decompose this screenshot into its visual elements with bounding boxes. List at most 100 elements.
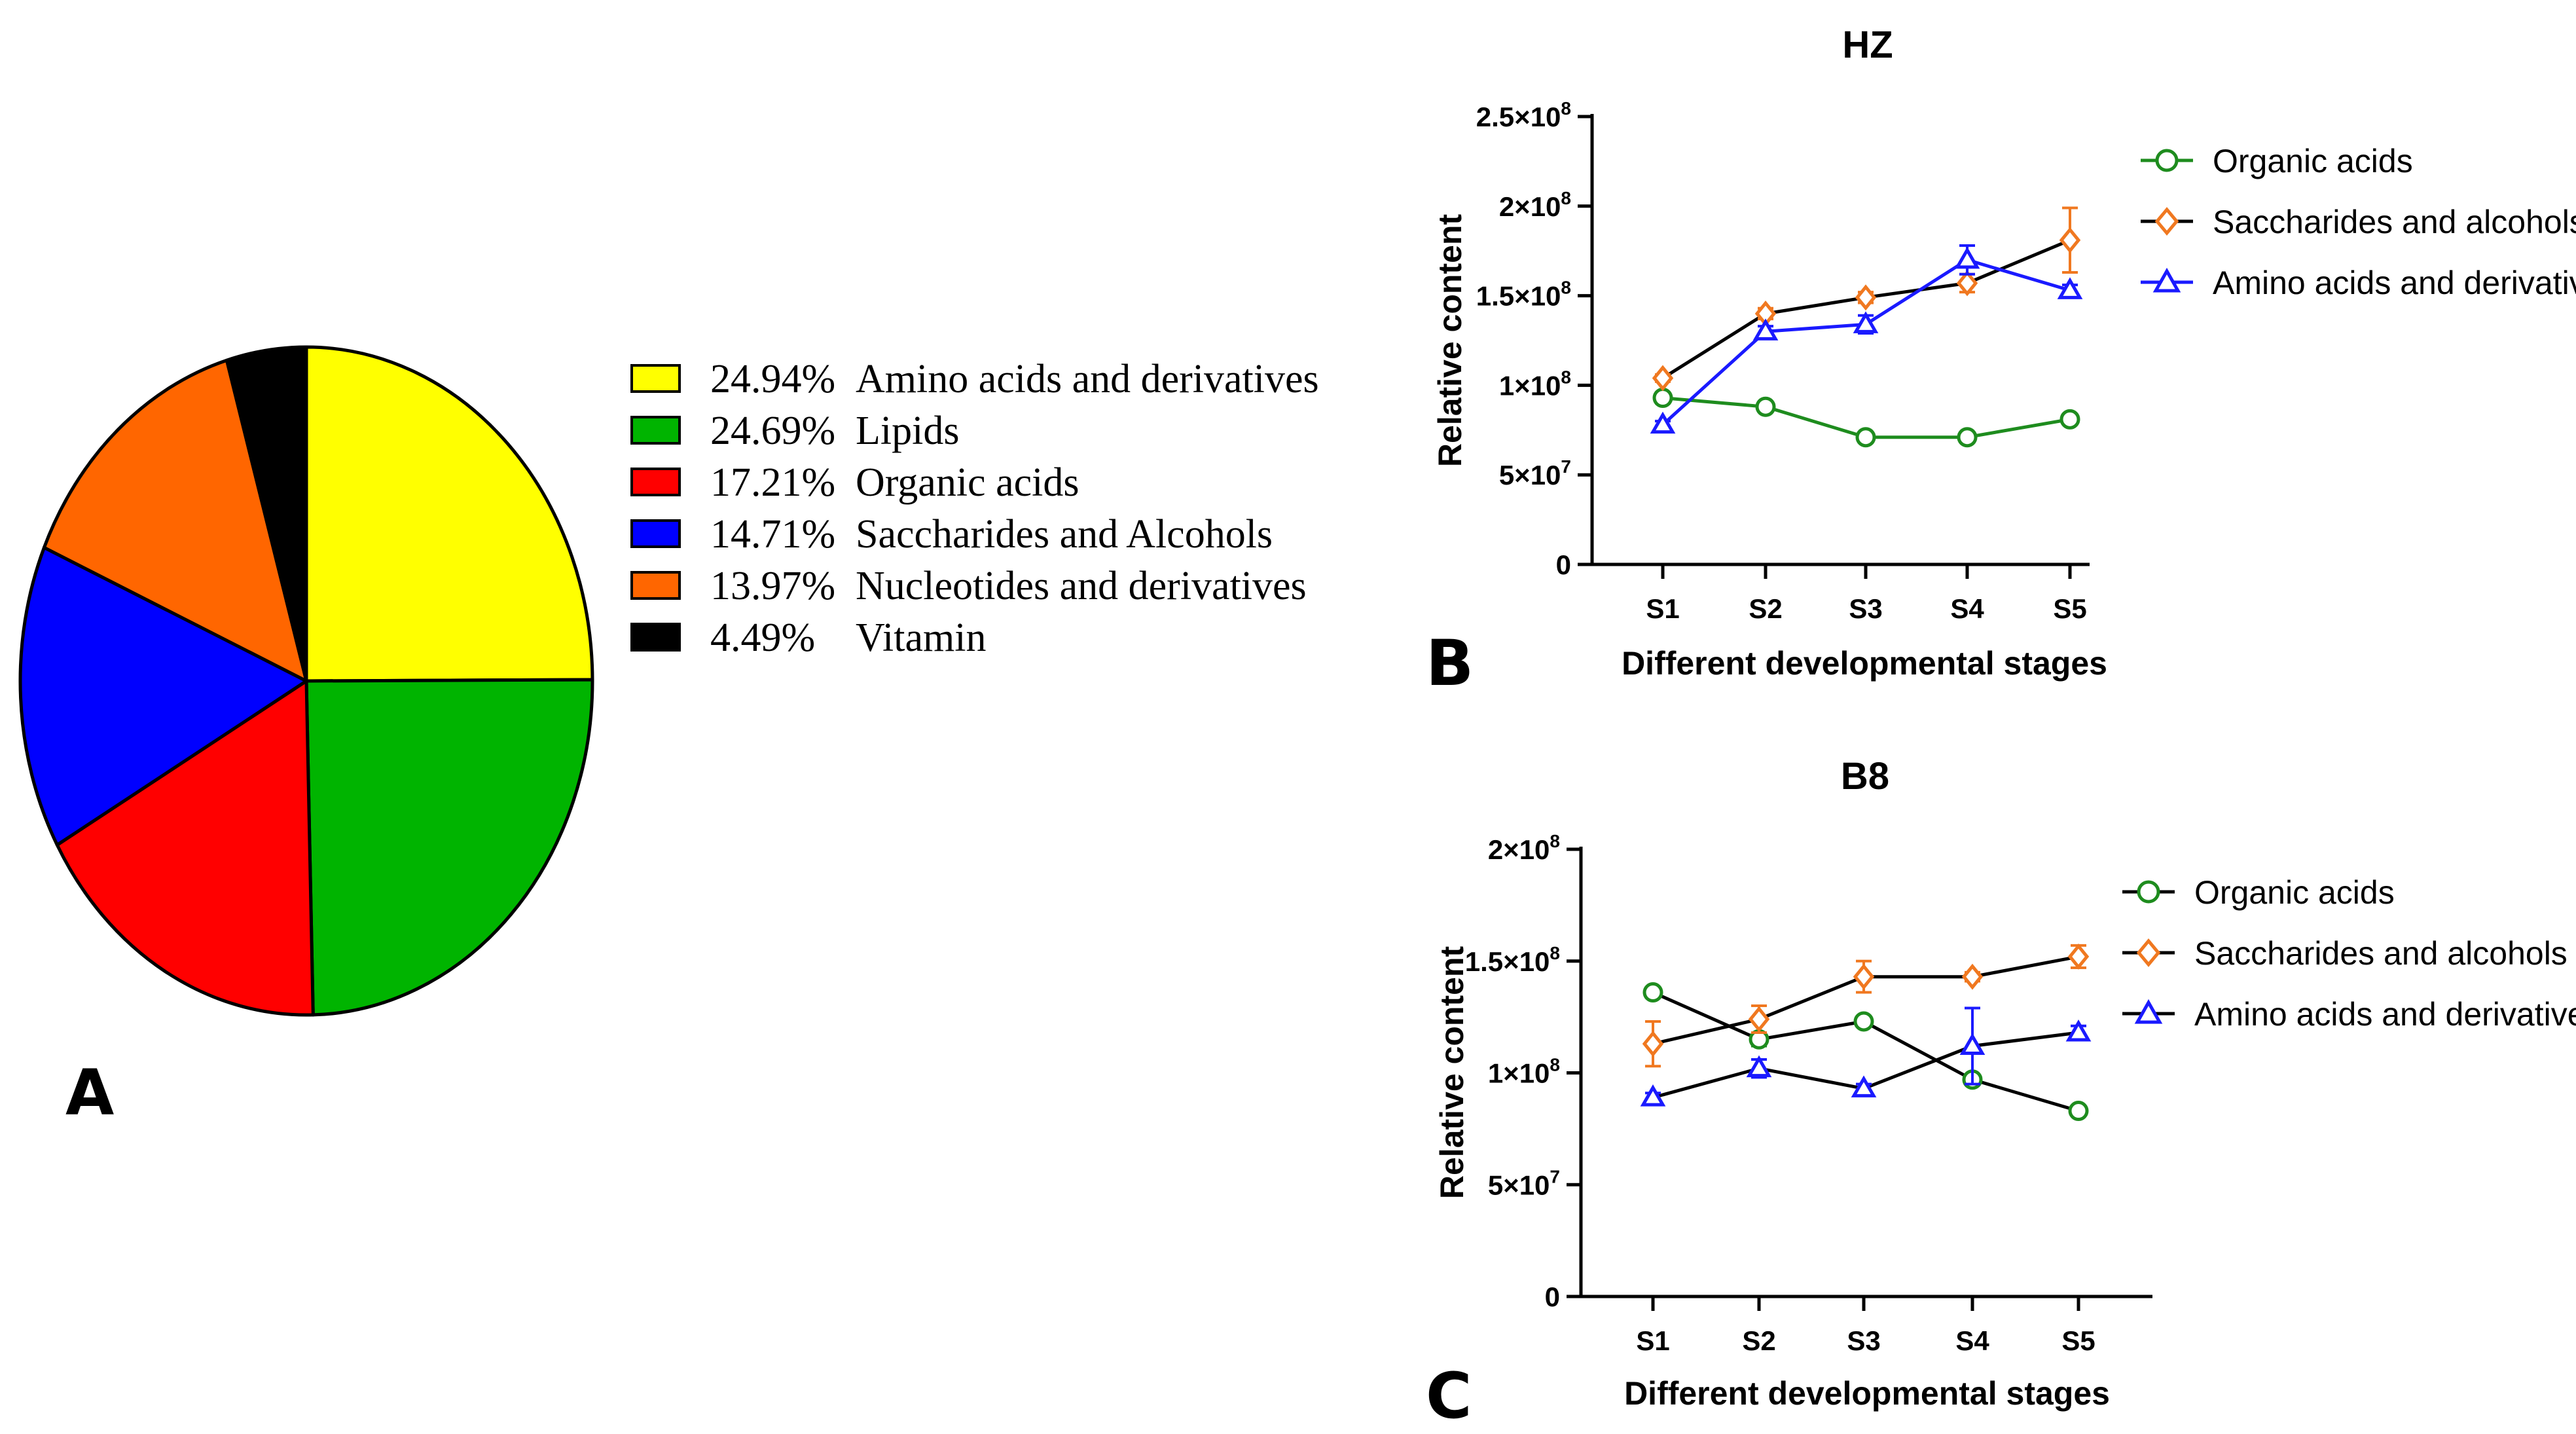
pie-legend-swatch-saccharides-and-alcohols — [630, 519, 681, 548]
legend-label-saccharides-and-alcohols: Saccharides and alcohols — [2194, 935, 2567, 972]
y-tick-label: 1×108 — [1488, 1055, 1560, 1089]
triangle-marker — [2057, 277, 2083, 299]
triangle-marker — [1853, 311, 1879, 333]
legend-label-organic-acids: Organic acids — [2213, 143, 2413, 179]
y-tick-label: 5×107 — [1488, 1166, 1560, 1200]
circle-marker — [2068, 1101, 2089, 1122]
pie-legend-value: 17.21% — [710, 460, 835, 505]
pie-slice-amino-acids-and-derivatives — [304, 345, 594, 683]
x-tick-label: S5 — [2061, 1325, 2095, 1356]
pie-legend-value: 14.71% — [710, 512, 835, 557]
pie-legend-value: 4.49% — [710, 616, 815, 660]
x-tick-label: S2 — [1749, 593, 1782, 624]
pie-legend-label: Organic acids — [856, 460, 1079, 505]
x-tick-label: S1 — [1646, 593, 1679, 624]
legend-label-amino-acids-and-derivatives: Amino acids and derivatives — [2194, 996, 2576, 1033]
diamond-marker — [1956, 270, 1978, 297]
series-saccharides-and-alcohols — [1652, 206, 2081, 392]
y-tick-label: 2.5×108 — [1476, 98, 1571, 132]
x-tick-label: S2 — [1742, 1325, 1775, 1356]
y-tick-label: 0 — [1556, 549, 1571, 580]
panel-label-a: A — [65, 1056, 114, 1130]
diamond-marker — [1642, 1031, 1664, 1057]
pie-slice-organic-acids — [55, 679, 315, 1017]
y-axis-title: Relative content — [1434, 946, 1470, 1200]
pie-legend-swatch-nucleotides-and-derivatives — [630, 571, 681, 600]
y-tick-label: 2×108 — [1488, 831, 1560, 865]
line-chart-b8: B8 0 5×107 1×108 1.5×108 2×108 S1 S2 S3 S4 S5 Diffe… — [1434, 755, 2576, 1412]
legend-label-amino-acids-and-derivatives: Amino acids and derivatives — [2213, 265, 2576, 301]
chart-title: B8 — [1841, 755, 1889, 798]
pie-legend-label: Lipids — [856, 409, 959, 453]
x-tick-label: S3 — [1847, 1325, 1880, 1356]
series-line — [1661, 258, 2071, 426]
pie-legend-swatch-vitamin — [630, 623, 681, 652]
triangle-marker — [1746, 1055, 1772, 1078]
circle-marker — [1755, 396, 1776, 417]
circle-marker — [1652, 388, 1673, 409]
x-axis-title: Different developmental stages — [1622, 645, 2107, 682]
circle-marker — [2137, 880, 2160, 904]
diamond-marker — [1748, 1006, 1770, 1033]
panel-label-b: B — [1426, 627, 1474, 700]
pie-legend-swatch-organic-acids — [630, 468, 681, 496]
diamond-marker — [2154, 207, 2179, 236]
triangle-marker — [1851, 1075, 1877, 1097]
pie-slice-lipids — [304, 678, 594, 1017]
series-organic-acids — [1642, 982, 2089, 1122]
pie-legend-value: 24.69% — [710, 409, 835, 453]
x-tick-label: S3 — [1849, 593, 1882, 624]
triangle-marker — [2065, 1020, 2092, 1042]
circle-marker — [1957, 427, 1978, 448]
series-amino-acids-and-derivatives — [1650, 244, 2083, 434]
diamond-marker — [1652, 365, 1674, 392]
diamond-marker — [1853, 963, 1875, 990]
y-tick-label: 1×108 — [1499, 367, 1571, 401]
chart-title: HZ — [1842, 24, 1893, 66]
circle-marker — [1853, 1011, 1874, 1032]
y-tick-label: 0 — [1545, 1281, 1560, 1312]
pie-legend: 24.94% Amino acids and derivatives 24.69% L… — [630, 357, 1319, 660]
pie-legend-label: Vitamin — [856, 616, 986, 660]
circle-marker — [2059, 409, 2080, 430]
y-tick-label: 2×108 — [1499, 188, 1571, 222]
y-tick-label: 1.5×108 — [1476, 278, 1571, 312]
panel-label-c: C — [1426, 1359, 1472, 1433]
pie-legend-swatch-lipids — [630, 416, 681, 445]
series-organic-acids — [1652, 388, 2080, 448]
triangle-marker — [1752, 318, 1779, 340]
pie-legend-label: Saccharides and Alcohols — [856, 512, 1273, 557]
series-saccharides-and-alcohols — [1642, 943, 2090, 1068]
diamond-marker — [1961, 963, 1984, 990]
circle-marker — [1642, 982, 1663, 1003]
triangle-marker — [1640, 1084, 1666, 1107]
x-tick-label: S4 — [1950, 593, 1984, 624]
diamond-marker — [1855, 284, 1877, 311]
x-tick-label: S5 — [2053, 593, 2086, 624]
triangle-marker — [2134, 999, 2163, 1024]
series-amino-acids-and-derivatives — [1640, 1006, 2092, 1107]
y-axis-title: Relative content — [1432, 214, 1468, 468]
x-tick-label: S1 — [1636, 1325, 1669, 1356]
triangle-marker — [1650, 411, 1676, 434]
triangle-marker — [1959, 1033, 1986, 1056]
pie-legend-value: 13.97% — [710, 564, 835, 608]
pie-legend-label: Nucleotides and derivatives — [856, 564, 1307, 608]
diamond-marker — [2059, 227, 2081, 253]
x-axis-title: Different developmental stages — [1624, 1375, 2110, 1412]
pie-slice-saccharides-and-alcohols — [18, 545, 308, 847]
pie-slice-nucleotides-and-derivatives — [42, 358, 308, 683]
circle-marker — [1855, 427, 1876, 448]
x-tick-label: S4 — [1955, 1325, 1989, 1356]
pie-legend-value: 24.94% — [710, 357, 835, 401]
y-tick-label: 5×107 — [1499, 456, 1571, 490]
pie-legend-swatch-amino-acids-and-derivatives — [630, 364, 681, 393]
y-tick-label: 1.5×108 — [1465, 943, 1560, 977]
pie-slice-vitamin — [225, 345, 308, 683]
diamond-marker — [2136, 938, 2161, 967]
diamond-marker — [2067, 943, 2090, 970]
circle-marker — [2155, 149, 2179, 172]
triangle-marker — [1954, 246, 1980, 269]
pie-legend-label: Amino acids and derivatives — [856, 357, 1319, 401]
legend-label-organic-acids: Organic acids — [2194, 874, 2395, 911]
